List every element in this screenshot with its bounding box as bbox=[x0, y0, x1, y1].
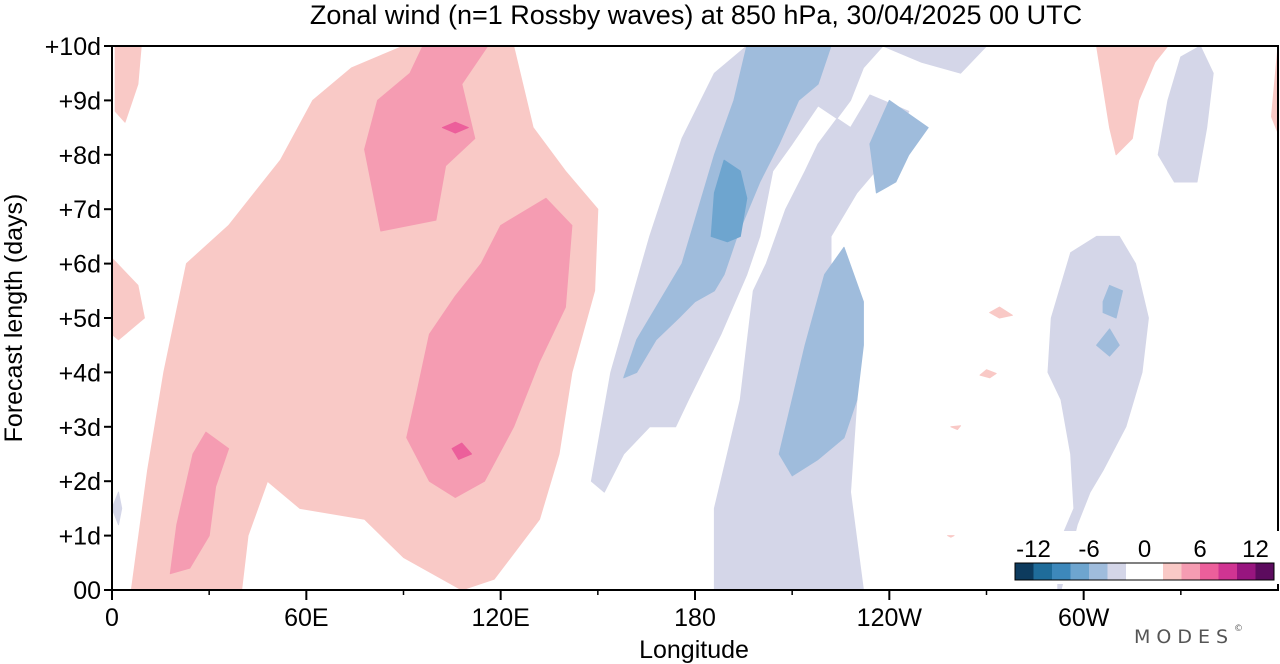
colorbar-swatch bbox=[1181, 563, 1201, 580]
y-tick-label: +8d bbox=[59, 142, 101, 170]
colorbar-swatch bbox=[1218, 563, 1238, 580]
contour-region--2-0 bbox=[590, 46, 987, 590]
y-axis: 00 +1d +2d +3d +4d +5d +6d +7d +8d +9d +10d bbox=[45, 33, 112, 605]
x-tick-label: 180 bbox=[674, 604, 716, 632]
colorbar-swatch bbox=[1237, 563, 1256, 580]
contour-region-6-0 bbox=[441, 121, 469, 134]
contour-region-2-7 bbox=[950, 425, 962, 430]
contour-region-4-1 bbox=[364, 46, 489, 232]
colorbar-frame bbox=[1014, 562, 1275, 581]
colorbar-label: -12 bbox=[1016, 536, 1051, 563]
contour-region-2-4 bbox=[1271, 46, 1278, 134]
x-tick-label: 60E bbox=[284, 604, 328, 632]
contour-region--2-2 bbox=[1157, 46, 1214, 183]
colorbar-swatch bbox=[1107, 563, 1127, 580]
contour-region--4-4 bbox=[1096, 328, 1120, 357]
colorbar-label: 6 bbox=[1193, 536, 1206, 563]
chart-title: Zonal wind (n=1 Rossby waves) at 850 hPa… bbox=[310, 0, 1082, 30]
y-tick-label: +10d bbox=[45, 33, 101, 61]
colorbar-swatch bbox=[1126, 563, 1145, 580]
colorbar-legend: -12 -6 0 6 12 bbox=[1009, 531, 1280, 584]
x-tick-label: 60W bbox=[1058, 604, 1110, 632]
contour-region--4-1 bbox=[869, 99, 929, 194]
contour-region-6-1 bbox=[451, 442, 472, 460]
colorbar-swatch bbox=[1015, 563, 1034, 580]
contour-region-2-6 bbox=[979, 369, 997, 379]
y-tick-label: +3d bbox=[59, 414, 101, 442]
contour-region-2-3 bbox=[1096, 46, 1169, 156]
colorbar-label: 0 bbox=[1138, 536, 1151, 563]
contour-region--4-3 bbox=[1102, 284, 1123, 319]
colorbar-swatch bbox=[1033, 563, 1053, 580]
colorbar-swatch bbox=[1144, 563, 1164, 580]
contour-region-4-0 bbox=[169, 431, 230, 575]
colorbar-swatch bbox=[1052, 563, 1071, 580]
modes-logo: MODES© bbox=[1134, 624, 1244, 648]
y-tick-label: +2d bbox=[59, 468, 101, 496]
y-tick-label: +6d bbox=[59, 251, 101, 279]
y-tick-label: 00 bbox=[73, 577, 101, 605]
colorbar-swatch bbox=[1070, 563, 1090, 580]
contour-region--2-1 bbox=[1047, 235, 1149, 590]
contour-region-4-2 bbox=[406, 197, 573, 498]
colorbar-swatch bbox=[1163, 563, 1182, 580]
contour-region--4-2 bbox=[778, 246, 864, 477]
colorbar-label: -6 bbox=[1078, 536, 1099, 563]
y-tick-label: +1d bbox=[59, 523, 101, 551]
colorbar-label: 12 bbox=[1242, 536, 1269, 563]
contour-region-2-5 bbox=[989, 306, 1013, 319]
colorbar-swatch bbox=[1089, 563, 1108, 580]
contour-region-2-8 bbox=[947, 535, 955, 538]
x-tick-label: 120E bbox=[471, 604, 529, 632]
contour-region--2-3 bbox=[112, 491, 123, 526]
y-tick-label: +5d bbox=[59, 305, 101, 333]
x-axis: 0 60E 120E 180 120W 60W bbox=[105, 590, 1182, 632]
contour-region--6-0 bbox=[710, 159, 748, 243]
colorbar-swatch bbox=[1255, 563, 1275, 580]
y-tick-label: +9d bbox=[59, 87, 101, 115]
contour-fields bbox=[112, 46, 1278, 590]
y-tick-label: +4d bbox=[59, 359, 101, 387]
colorbar-swatch bbox=[1200, 563, 1219, 580]
y-tick-label: +7d bbox=[59, 196, 101, 224]
contour-region-2-0 bbox=[112, 257, 145, 341]
x-tick-label: 120W bbox=[857, 604, 923, 632]
y-axis-label: Forecast length (days) bbox=[0, 194, 28, 443]
x-tick-label: 0 bbox=[105, 604, 119, 632]
contour-region-2-1 bbox=[114, 46, 142, 123]
x-axis-label: Longitude bbox=[639, 636, 749, 664]
